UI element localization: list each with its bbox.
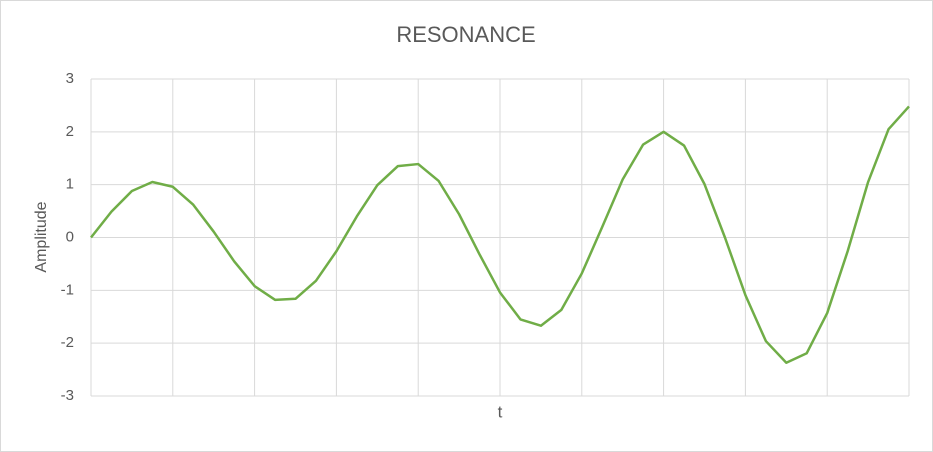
x-axis-label: t — [498, 402, 503, 421]
y-tick-label: -1 — [61, 281, 74, 298]
y-tick-label: 3 — [66, 70, 74, 87]
y-tick-label: 0 — [66, 228, 74, 245]
chart-title: RESONANCE — [396, 22, 535, 47]
y-tick-label: -3 — [61, 387, 74, 404]
data-line — [90, 105, 910, 364]
y-tick-label: 2 — [66, 123, 74, 140]
y-tick-label: 1 — [66, 176, 74, 193]
y-axis-label: Amplitude — [33, 201, 50, 272]
y-tick-label: -2 — [61, 334, 74, 351]
